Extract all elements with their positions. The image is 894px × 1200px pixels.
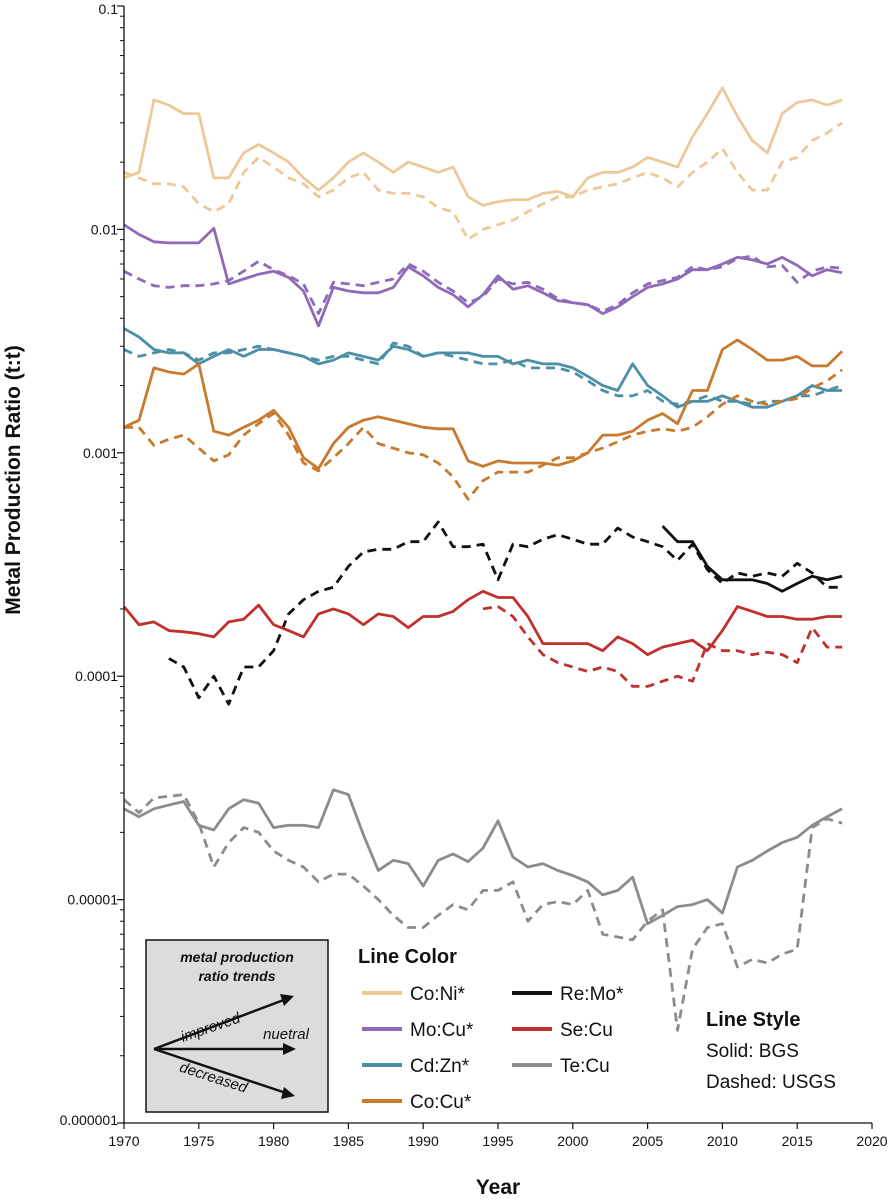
series-line-mo-cu-solid [123,223,843,328]
series-line-mo-cu-dashed [123,254,843,315]
legend-label-mo-cu: Mo:Cu* [410,1020,474,1041]
axis-ticks: 1970 1975 1980 1985 1990 1995 2000 2005 2010 2015… [60,1,888,1149]
x-tick-label: 1990 [408,1133,439,1149]
y-tick-label: 0.0001 [75,668,118,684]
decreased-arrowhead [281,1087,295,1099]
trend-inset-title-1: metal production [180,949,294,965]
legend-label-te-cu: Te:Cu [560,1056,610,1077]
improved-arrow [153,996,290,1051]
neutral-label: nuetral [263,1026,310,1043]
x-tick-label: 1970 [108,1133,139,1149]
series-line-cd-zn-solid [123,327,843,409]
trend-inset-title-2: ratio trends [198,968,275,984]
legend-label-re-mo: Re:Mo* [560,984,624,1005]
x-axis-title: Year [476,1176,520,1199]
series-line-co-cu-dashed [124,368,843,501]
style-legend: Line Style Solid: BGS Dashed: USGS [706,1009,836,1093]
series-line-cd-zn-dashed [123,341,843,406]
x-tick-label: 1985 [333,1133,364,1149]
series-line-co-ni-dashed [123,121,843,241]
trend-inset-box [145,939,329,1113]
y-tick-label: 0.01 [91,221,118,237]
color-legend: Line Color Co:Ni* Mo:Cu* Cd:Zn* Co:Cu* R… [358,946,624,1113]
x-tick-label: 2010 [707,1133,738,1149]
legend-label-cd-zn: Cd:Zn* [410,1056,470,1077]
y-tick-label: 0.000001 [60,1112,119,1128]
x-tick-label: 1995 [482,1133,513,1149]
series-line-re-mo-dashed [168,520,843,706]
legend-label-co-ni: Co:Ni* [410,984,466,1005]
series-lines [122,86,844,1032]
legend-label-se-cu: Se:Cu [560,1020,613,1041]
series-line-te-cu-solid [123,788,843,926]
series-line-se-cu-solid [122,589,843,656]
x-tick-label: 1975 [183,1133,214,1149]
series-line-co-cu-solid [123,338,844,470]
x-tick-label: 2015 [782,1133,813,1149]
series-line-se-cu-dashed [482,605,843,688]
style-legend-dashed: Dashed: USGS [706,1072,836,1093]
series-line-te-cu-dashed [123,793,843,1032]
x-tick-label: 1980 [258,1133,289,1149]
series-line-co-ni-solid [123,86,843,207]
style-legend-title: Line Style [706,1009,800,1031]
x-tick-label: 2005 [632,1133,663,1149]
improved-arrowhead [280,994,294,1006]
y-axis-title: Metal Production Ratio (t:t) [2,345,25,614]
decreased-arrow [153,1047,290,1096]
y-tick-label: 0.00001 [67,892,118,908]
trend-inset: metal production ratio trends improved n… [145,939,329,1113]
color-legend-title: Line Color [358,946,457,968]
series-line-re-mo-solid [661,525,843,593]
neutral-arrowhead [283,1043,296,1055]
y-tick-label: 0.001 [83,445,118,461]
style-legend-solid: Solid: BGS [706,1041,799,1062]
x-tick-label: 2020 [856,1133,887,1149]
x-tick-label: 2000 [557,1133,588,1149]
legend-label-co-cu: Co:Cu* [410,1092,472,1113]
y-tick-label: 0.1 [99,1,119,17]
